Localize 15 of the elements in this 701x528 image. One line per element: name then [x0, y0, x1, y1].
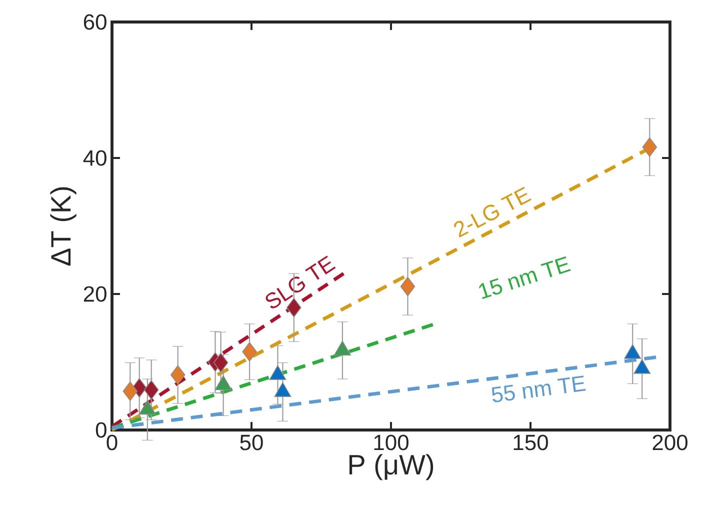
x-tick-label: 100: [374, 434, 408, 450]
text: 2-LG TE: [454, 186, 532, 238]
y-axis-title: ΔT (K): [50, 187, 76, 266]
y-tick-label: 40: [83, 150, 106, 166]
x-tick-label: 0: [106, 434, 118, 450]
x-tick-label: 200: [652, 434, 688, 450]
x-tick-label: 150: [514, 434, 548, 450]
text: SLG TE: [266, 256, 336, 308]
y-tick-label: 20: [84, 286, 106, 302]
x-tick-label: 50: [240, 434, 263, 450]
x-axis-title: P (μW): [349, 454, 434, 480]
y-tick-label: 0: [96, 422, 106, 438]
y-tick-label: 60: [84, 14, 106, 30]
text: 15 nm TE: [479, 256, 571, 300]
text: 55 nm TE: [492, 376, 586, 402]
